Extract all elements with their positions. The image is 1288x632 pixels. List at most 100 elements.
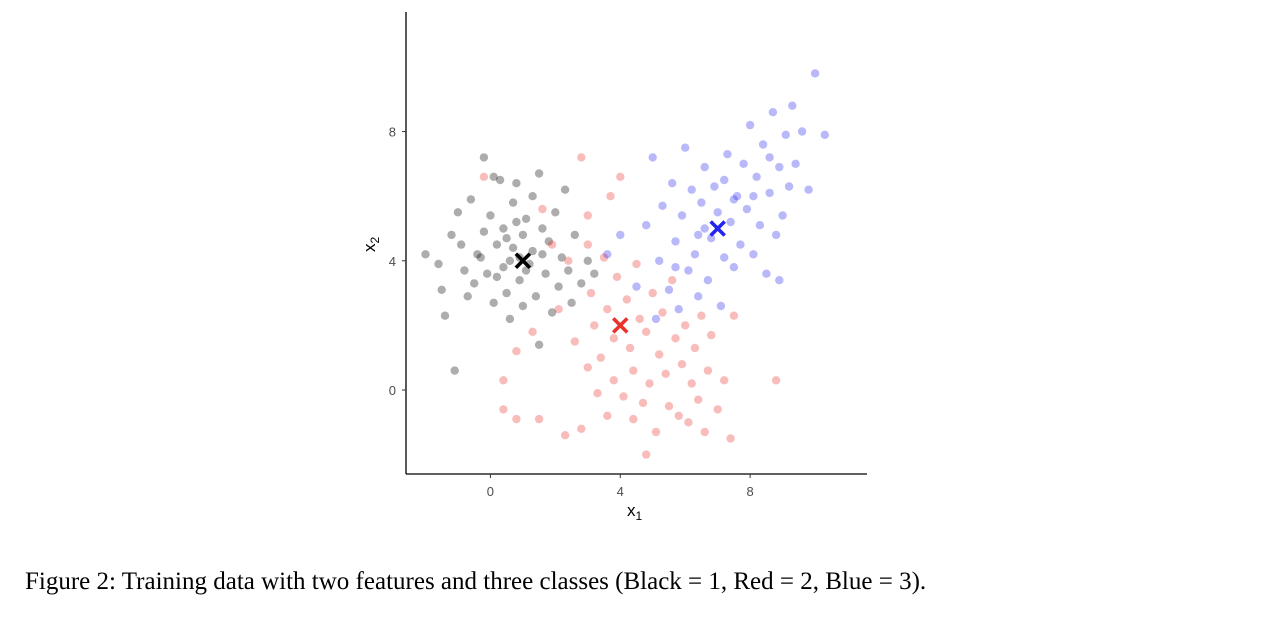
data-point (810, 69, 820, 78)
y-tick-label: 0 (389, 383, 396, 398)
data-point (648, 288, 657, 298)
data-point (732, 192, 742, 201)
y-axis-ticks: 0 4 8 (389, 125, 406, 398)
data-point (713, 405, 722, 414)
data-point (820, 130, 829, 139)
data-point (629, 414, 638, 424)
data-point (684, 266, 693, 275)
data-point (499, 376, 508, 385)
data-point (752, 172, 761, 181)
data-point (687, 185, 696, 194)
data-point (700, 224, 709, 233)
data-point (512, 179, 521, 188)
data-point (564, 256, 573, 265)
data-point (671, 237, 680, 246)
data-point (771, 230, 781, 240)
data-point (710, 182, 719, 191)
data-point (512, 347, 521, 356)
centroid-marker (611, 317, 629, 334)
data-point (554, 305, 563, 314)
data-point (489, 298, 498, 307)
data-point (697, 311, 706, 320)
data-point (577, 279, 586, 288)
data-point (749, 192, 758, 201)
data-point (505, 314, 515, 324)
data-point (729, 195, 739, 204)
data-point (661, 369, 670, 378)
data-point (476, 253, 485, 262)
data-point (707, 234, 716, 243)
data-point (716, 301, 726, 311)
data-point (567, 298, 576, 307)
data-point (729, 263, 739, 272)
data-point (664, 285, 674, 294)
data-point (664, 402, 674, 411)
data-point (515, 276, 524, 285)
data-point (749, 250, 758, 259)
data-point (619, 392, 628, 401)
data-point (635, 314, 644, 324)
y-axis-title: x2 (360, 237, 382, 253)
data-point (512, 217, 521, 227)
data-point (603, 305, 612, 314)
data-point (674, 305, 683, 314)
data-point (518, 230, 528, 240)
data-point (609, 376, 618, 385)
data-point (570, 230, 579, 240)
y-tick-label: 4 (389, 254, 396, 269)
data-point (625, 343, 635, 353)
data-point (720, 175, 729, 185)
x-axis-title-main: x (627, 501, 636, 520)
data-point (775, 162, 784, 172)
data-point (642, 221, 651, 230)
data-point (564, 266, 573, 275)
data-point (518, 301, 528, 311)
data-point (681, 321, 690, 330)
data-point (765, 153, 774, 162)
data-point (707, 330, 716, 340)
data-point (655, 350, 664, 359)
data-point (541, 269, 550, 278)
x-axis-ticks: 0 4 8 (487, 474, 754, 499)
centroid-marker (709, 220, 726, 237)
data-point (534, 414, 544, 424)
data-point (528, 327, 537, 336)
data-point (690, 250, 700, 259)
data-point (603, 250, 612, 259)
data-point (521, 214, 531, 223)
centroid-marker (514, 252, 532, 270)
data-point (671, 334, 680, 343)
data-point (534, 169, 544, 178)
data-point (450, 366, 459, 375)
data-point (622, 295, 631, 304)
data-point (726, 434, 735, 443)
data-point (616, 172, 625, 181)
data-point (720, 253, 729, 262)
data-point (434, 259, 443, 269)
data-point (726, 217, 735, 227)
data-point (473, 250, 482, 259)
data-point (528, 192, 537, 201)
data-point (492, 240, 502, 249)
data-point (544, 237, 553, 246)
data-point (421, 250, 430, 259)
data-point (586, 288, 596, 298)
data-point (771, 376, 781, 385)
data-point (648, 153, 657, 162)
data-point (470, 279, 479, 288)
data-point (583, 363, 592, 372)
data-point (502, 288, 511, 298)
data-point (700, 427, 709, 437)
data-point (531, 292, 541, 301)
data-point (762, 269, 771, 278)
data-point (560, 185, 570, 194)
data-point (457, 240, 466, 249)
data-point (609, 334, 618, 343)
data-point (538, 250, 547, 259)
data-point (508, 198, 518, 207)
data-point (583, 211, 592, 220)
data-point (723, 150, 732, 159)
data-point (612, 272, 622, 282)
data-point (593, 389, 602, 398)
data-point (674, 411, 683, 420)
